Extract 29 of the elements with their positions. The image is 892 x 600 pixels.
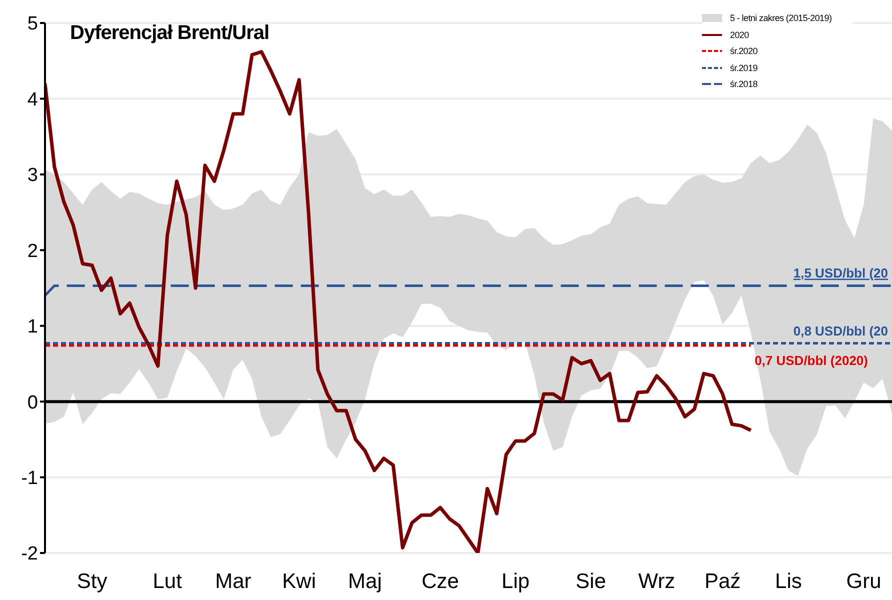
y-tick-label: 4 (27, 89, 38, 110)
legend-label: śr.2019 (730, 62, 758, 74)
x-tick-label: Paź (704, 570, 741, 593)
y-tick-label: 0 (27, 392, 38, 414)
y-tick-label: -1 (21, 468, 38, 490)
x-tick-label: Kwi (282, 570, 316, 593)
x-tick-label: Wrz (638, 570, 676, 593)
annotation: 0,7 USD/bbl (2020) (754, 352, 868, 368)
chart-title: Dyferencjał Brent/Ural (70, 22, 270, 45)
x-tick-label: Sie (576, 570, 606, 593)
y-tick-label: 3 (27, 165, 38, 186)
legend-label: śr.2020 (730, 45, 758, 58)
x-tick-label: Mar (215, 570, 252, 593)
x-tick-label: Gru (846, 570, 882, 593)
y-tick-label: -2 (21, 544, 38, 565)
y-tick-label: 2 (27, 240, 38, 262)
y-tick-label: 1 (27, 316, 38, 338)
legend-label: 2020 (730, 28, 749, 42)
x-tick-label: Lut (152, 570, 182, 593)
legend-label: śr.2018 (730, 78, 758, 91)
y-tick-label: 5 (27, 14, 38, 35)
annotation: 1,5 USD/bbl (20 (793, 266, 888, 281)
x-tick-label: Maj (348, 570, 382, 593)
x-tick-label: Lis (775, 570, 802, 593)
annotation: 0,8 USD/bbl (20 (793, 323, 888, 338)
x-tick-label: Cze (422, 570, 459, 593)
x-tick-label: Sty (76, 570, 108, 593)
legend-label: 5 - letni zakres (2015-2019) (730, 12, 832, 25)
x-tick-label: Lip (502, 570, 530, 593)
